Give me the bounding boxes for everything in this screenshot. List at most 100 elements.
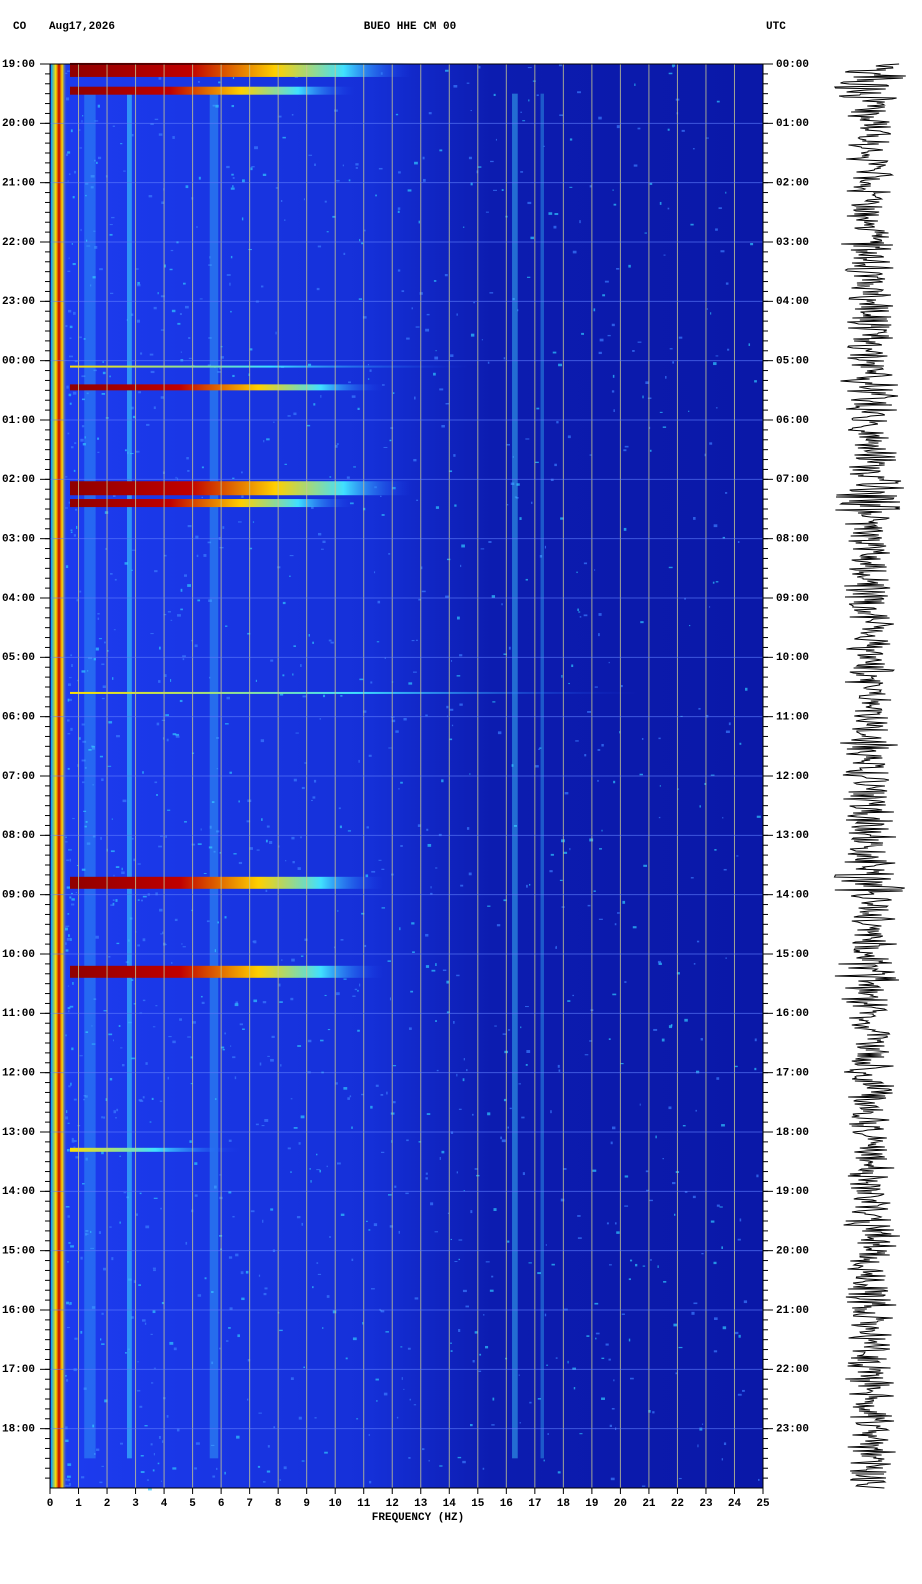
speckle-dot [183,282,186,285]
speckle-dot [527,201,532,205]
speckle-dot [81,781,85,784]
speckle-dot [194,1162,198,1165]
speckle-dot [180,608,183,611]
speckle-dot [101,663,105,666]
speckle-dot [279,693,284,696]
speckle-dot [598,351,602,355]
speckle-dot [454,1260,458,1263]
speckle-dot [754,380,757,383]
speckle-dot [67,767,70,770]
speckle-dot [240,1271,244,1275]
speckle-dot [177,614,181,617]
speckle-dot [228,1191,232,1194]
speckle-dot [415,326,420,328]
speckle-dot [450,660,453,662]
speckle-dot [322,694,326,698]
speckle-dot [66,385,69,389]
speckle-dot [543,1459,545,1462]
speckle-dot [93,1452,96,1455]
speckle-dot [449,708,454,711]
speckle-dot [198,176,201,180]
speckle-dot [65,1379,69,1382]
speckle-dot [265,889,268,893]
speckle-dot [426,1113,431,1115]
speckle-dot [641,1485,646,1487]
speckle-dot [416,639,418,641]
speckle-dot [138,391,142,394]
speckle-dot [187,584,191,587]
y-tick-label: 03:00 [2,534,35,546]
event-band [70,384,384,391]
speckle-dot [328,639,332,642]
speckle-dot [503,1098,507,1102]
x-tick-label: 15 [471,1498,485,1510]
x-tick-label: 17 [528,1498,541,1510]
speckle-dot [93,369,97,372]
speckle-dot [250,167,253,171]
speckle-dot [135,1213,139,1216]
speckle-dot [81,425,85,428]
speckle-dot [188,337,191,339]
event-band [70,481,413,496]
speckle-dot [347,1097,350,1100]
speckle-dot [94,245,98,249]
speckle-dot [373,571,376,574]
speckle-dot [508,646,511,650]
speckle-dot [624,981,627,983]
speckle-dot [88,748,92,751]
speckle-dot [491,595,496,598]
speckle-dot [316,1262,319,1264]
speckle-dot [105,1098,108,1101]
speckle-dot [506,443,510,446]
speckle-dot [362,1322,364,1325]
speckle-dot [309,1168,311,1170]
speckle-dot [500,1136,503,1140]
speckle-dot [290,1377,294,1381]
speckle-dot [380,1093,384,1096]
speckle-dot [66,1475,71,1478]
speckle-dot [536,407,540,410]
speckle-dot [107,765,112,767]
speckle-dot [226,274,231,276]
speckle-dot [185,185,189,189]
speckle-dot [312,641,314,644]
speckle-dot [714,849,717,851]
speckle-dot [734,1065,738,1068]
speckle-dot [501,603,503,606]
speckle-dot [283,1466,287,1470]
speckle-dot [296,1216,301,1219]
speckle-dot [363,229,366,232]
speckle-dot [721,1458,724,1461]
speckle-dot [430,892,433,895]
speckle-dot [314,1417,317,1419]
speckle-dot [67,180,69,182]
speckle-dot [197,843,202,845]
speckle-dot [466,1069,468,1072]
speckle-dot [675,1372,678,1375]
speckle-dot [74,1139,77,1143]
speckle-dot [439,149,443,152]
speckle-dot [306,424,311,427]
speckle-dot [525,1063,528,1066]
speckle-dot [209,256,211,259]
y2-tick-label: 03:00 [776,237,809,249]
speckle-dot [201,496,204,499]
speckle-dot [97,451,100,454]
speckle-dot [659,411,663,413]
speckle-dot [69,337,72,339]
speckle-dot [725,957,727,959]
speckle-dot [74,360,78,363]
y-tick-label: 00:00 [2,356,35,368]
speckle-dot [737,541,740,543]
speckle-dot [78,129,81,131]
speckle-dot [211,801,215,804]
speckle-dot [473,301,475,304]
speckle-dot [547,1433,549,1435]
speckle-dot [297,867,301,870]
speckle-dot [69,355,73,358]
speckle-dot [678,336,683,339]
speckle-dot [173,1347,177,1351]
x-tick-label: 16 [500,1498,513,1510]
speckle-dot [567,435,571,439]
speckle-dot [120,1442,123,1445]
